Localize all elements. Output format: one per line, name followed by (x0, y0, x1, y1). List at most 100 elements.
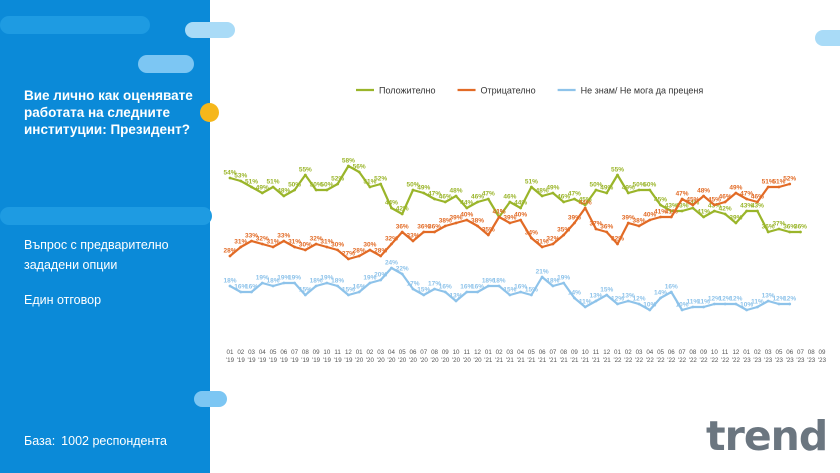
data-label-positive: 43% (676, 203, 689, 210)
data-label-dontknow: 15% (525, 287, 538, 294)
base-label: База: (24, 434, 56, 448)
data-label-dontknow: 13% (762, 293, 775, 300)
data-point-negative (260, 242, 264, 246)
x-tick-label: 12 (345, 349, 352, 356)
x-tick-label: 07 (420, 349, 427, 356)
data-label-dontknow: 10% (740, 302, 753, 309)
data-label-dontknow: 11% (697, 299, 710, 306)
data-label-positive: 50% (589, 182, 602, 189)
data-point-negative (659, 215, 662, 219)
x-tick-label: '22 (732, 357, 741, 364)
data-label-negative: 32% (310, 236, 323, 243)
data-label-negative: 37% (589, 221, 602, 228)
data-label-positive: 50% (320, 182, 333, 189)
data-point-dontknow (271, 284, 275, 288)
x-tick-label: '21 (570, 357, 579, 364)
data-point-dontknow (723, 302, 727, 306)
data-point-dontknow (756, 305, 759, 309)
x-tick-label: 02 (754, 349, 761, 356)
data-point-positive (799, 230, 802, 234)
data-point-dontknow (486, 284, 490, 288)
data-point-dontknow (282, 281, 286, 285)
data-label-negative: 39% (503, 215, 516, 222)
data-point-positive (250, 185, 253, 189)
data-point-positive (594, 188, 598, 192)
data-label-dontknow: 19% (320, 275, 333, 282)
data-label-positive: 46% (557, 194, 570, 201)
x-tick-label: '23 (764, 357, 773, 364)
data-label-negative: 49% (729, 185, 742, 192)
x-tick-label: 04 (259, 349, 266, 356)
data-point-negative (605, 230, 609, 234)
data-label-negative: 39% (568, 215, 581, 222)
data-label-negative: 46% (751, 194, 764, 201)
data-label-positive: 45% (579, 197, 592, 204)
x-tick-label: '20 (441, 357, 450, 364)
data-point-dontknow (540, 275, 544, 279)
data-label-positive: 43% (751, 203, 764, 210)
x-tick-label: 08 (808, 349, 815, 356)
data-label-positive: 46% (471, 194, 484, 201)
data-point-negative (583, 206, 587, 210)
data-label-dontknow: 12% (783, 296, 796, 303)
data-point-positive (293, 188, 296, 192)
data-label-dontknow: 16% (471, 284, 484, 291)
data-point-dontknow (583, 305, 587, 309)
question-title: Вие лично как оценявате работата на след… (24, 88, 193, 137)
data-label-positive: 51% (363, 179, 376, 186)
data-label-positive: 55% (611, 167, 624, 174)
data-point-dontknow (250, 290, 253, 294)
x-tick-label: 09 (700, 349, 707, 356)
data-label-negative: 30% (299, 242, 312, 249)
data-label-positive: 52% (331, 176, 344, 183)
answer-type: Един отговор (24, 293, 102, 307)
data-label-dontknow: 12% (729, 296, 742, 303)
x-tick-label: 01 (743, 349, 750, 356)
x-tick-label: 03 (248, 349, 255, 356)
data-label-dontknow: 12% (719, 296, 732, 303)
data-label-dontknow: 15% (503, 287, 516, 294)
legend-label-dontknow: Не знам/ Не мога да преценя (581, 86, 704, 96)
x-tick-label: 03 (636, 349, 643, 356)
data-label-negative: 52% (783, 176, 796, 183)
x-tick-label: 07 (549, 349, 556, 356)
data-point-dontknow (626, 299, 630, 303)
data-point-negative (637, 224, 641, 228)
data-label-negative: 40% (460, 212, 473, 219)
data-label-negative: 32% (546, 236, 559, 243)
data-point-positive (734, 221, 738, 225)
data-label-negative: 28% (353, 248, 366, 255)
data-point-dontknow (777, 302, 781, 306)
data-label-dontknow: 10% (676, 302, 689, 309)
data-label-negative: 31% (234, 239, 247, 246)
decorative-pill (815, 30, 840, 46)
data-label-positive: 48% (277, 188, 290, 195)
data-point-negative (325, 245, 329, 249)
x-tick-label: 06 (280, 349, 287, 356)
data-point-positive (659, 203, 662, 207)
data-point-dontknow (648, 308, 652, 312)
data-point-dontknow (551, 284, 555, 288)
x-tick-label: '20 (377, 357, 386, 364)
data-label-positive: 46% (503, 194, 516, 201)
data-point-dontknow (465, 290, 469, 294)
data-label-negative: 28% (374, 248, 387, 255)
data-point-negative (712, 203, 716, 207)
data-label-dontknow: 13% (589, 293, 602, 300)
data-point-negative (239, 245, 243, 249)
data-point-positive (788, 230, 792, 234)
x-tick-label: '23 (818, 357, 827, 364)
data-label-positive: 55% (299, 167, 312, 174)
x-tick-label: 06 (786, 349, 793, 356)
data-point-dontknow (476, 290, 479, 294)
x-tick-label: '22 (721, 357, 730, 364)
data-point-negative (648, 218, 652, 222)
data-label-positive: 47% (482, 191, 495, 198)
data-point-positive (239, 179, 243, 183)
x-tick-label: 10 (582, 349, 589, 356)
x-tick-label: 06 (410, 349, 417, 356)
data-label-negative: 38% (471, 218, 484, 225)
logo-text: trend (706, 412, 828, 460)
x-tick-label: 01 (227, 349, 234, 356)
